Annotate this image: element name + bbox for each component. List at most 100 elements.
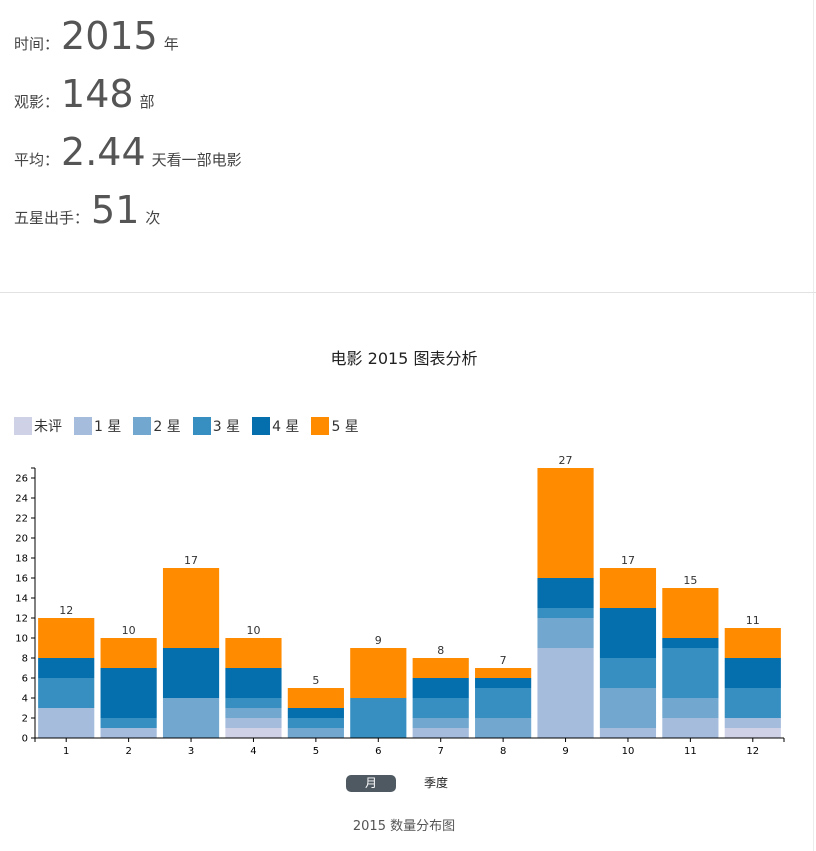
x-tick-label-5: 5: [313, 746, 319, 757]
y-tick-label-18: 18: [15, 554, 28, 565]
legend-swatch-3: [192, 417, 211, 435]
bar-segment-10-1: [599, 728, 657, 738]
stat-five-star-value: 51: [91, 188, 140, 232]
stat-five-star: 五星出手： 51 次: [14, 184, 242, 242]
bar-segment-5-2: [287, 728, 344, 738]
y-tick-label-16: 16: [15, 574, 28, 585]
bar-segment-9-5: [537, 468, 594, 578]
stat-time-label: 时间：: [14, 35, 60, 53]
bar-segment-12-3: [724, 688, 781, 718]
legend-swatch-1: [74, 417, 92, 435]
x-tick-label-4: 4: [250, 746, 256, 757]
y-tick-label-26: 26: [15, 474, 28, 485]
legend-swatch-0: [14, 417, 32, 435]
legend-item-1[interactable]: 1 星: [74, 416, 121, 436]
bar-segment-9-4: [537, 578, 594, 608]
y-tick-label-6: 6: [22, 674, 28, 685]
stat-time-unit: 年: [163, 35, 179, 53]
x-tick-label-7: 7: [438, 746, 444, 757]
chart-title: 电影 2015 图表分析: [330, 349, 478, 368]
bar-total-label-5: 5: [312, 674, 319, 687]
legend-item-3[interactable]: 3 星: [192, 416, 241, 436]
bar-segment-2-1: [100, 728, 157, 738]
legend-label-3: 3 星: [212, 419, 241, 435]
stat-five-star-unit: 次: [145, 209, 161, 227]
stat-time-value: 2015: [61, 14, 158, 58]
bar-total-label-4: 10: [246, 624, 260, 637]
legend-swatch-4: [252, 417, 271, 435]
bar-segment-6-5: [350, 648, 407, 698]
y-tick-label-24: 24: [15, 494, 28, 505]
bar-segment-6-3: [350, 698, 407, 738]
tab-month[interactable]: 月: [346, 775, 396, 792]
bar-total-label-3: 17: [184, 554, 198, 567]
bar-segment-11-2: [662, 698, 719, 718]
stat-watched-label: 观影：: [14, 93, 60, 111]
legend-label-2: 2 星: [153, 419, 181, 435]
stat-time: 时间： 2015 年: [14, 10, 242, 68]
bar-total-label-12: 11: [746, 614, 760, 627]
bar-segment-8-5: [475, 668, 532, 678]
bar-segment-8-4: [475, 678, 532, 688]
stat-watched: 观影： 148 部: [14, 68, 242, 126]
bar-segment-4-3: [225, 698, 282, 708]
bar-segment-12-5: [724, 628, 781, 658]
x-tick-label-10: 10: [622, 746, 635, 757]
bar-segment-10-2: [599, 688, 657, 728]
legend-item-2[interactable]: 2 星: [133, 416, 181, 436]
bar-segment-8-3: [475, 688, 532, 718]
stat-average-label: 平均：: [14, 151, 60, 169]
legend-label-4: 4 星: [272, 419, 300, 435]
stat-average: 平均： 2.44 天看一部电影: [14, 126, 242, 184]
y-tick-label-10: 10: [15, 634, 28, 645]
section-divider: [0, 292, 816, 293]
bar-segment-7-2: [412, 718, 469, 728]
stat-watched-value: 148: [61, 72, 134, 116]
stat-average-value: 2.44: [61, 130, 146, 174]
bar-segment-2-4: [100, 668, 157, 718]
period-tabs: 月 季度: [346, 775, 461, 792]
chart-legend: 未评 1 星 2 星 3 星 4 星 5 星: [14, 416, 371, 436]
x-tick-label-12: 12: [746, 746, 759, 757]
bar-segment-3-5: [162, 568, 220, 648]
bar-segment-2-3: [100, 718, 157, 728]
bar-segment-8-2: [475, 718, 532, 738]
bar-segment-10-4: [599, 608, 657, 658]
bar-segment-10-3: [599, 658, 657, 688]
bar-total-label-6: 9: [375, 634, 382, 647]
stats-panel: 时间： 2015 年 观影： 148 部 平均： 2.44 天看一部电影 五星出…: [14, 10, 242, 242]
bar-total-label-10: 17: [621, 554, 635, 567]
bar-segment-7-5: [412, 658, 469, 678]
y-tick-label-12: 12: [15, 614, 28, 625]
x-tick-label-11: 11: [684, 746, 697, 757]
x-tick-label-1: 1: [63, 746, 69, 757]
bar-segment-5-5: [287, 688, 344, 708]
bar-segment-9-2: [537, 618, 594, 648]
y-tick-label-22: 22: [15, 514, 28, 525]
bar-segment-1-3: [38, 678, 95, 708]
page-edge: [813, 0, 814, 851]
legend-item-4[interactable]: 4 星: [252, 416, 299, 436]
bar-total-label-11: 15: [683, 574, 697, 587]
bar-segment-12-1: [724, 718, 781, 728]
y-tick-label-0: 0: [22, 734, 28, 745]
stacked-bar-chart: 1211021731045596877827917101511111202468…: [15, 455, 785, 757]
legend-label-5: 5 星: [331, 419, 359, 435]
legend-item-5[interactable]: 5 星: [311, 416, 359, 436]
stat-average-unit: 天看一部电影: [151, 151, 242, 169]
legend-item-0[interactable]: 未评: [14, 416, 62, 436]
bar-total-label-2: 10: [122, 624, 136, 637]
bar-segment-7-4: [412, 678, 469, 698]
bar-segment-9-1: [537, 648, 594, 738]
bar-segment-4-4: [225, 668, 282, 698]
bar-segment-1-1: [38, 708, 95, 738]
bar-segment-5-4: [287, 708, 344, 718]
bar-segment-1-5: [38, 618, 95, 658]
bar-total-label-1: 12: [59, 604, 73, 617]
bar-segment-10-5: [599, 568, 657, 608]
bar-segment-4-2: [225, 708, 282, 718]
y-tick-label-4: 4: [22, 694, 28, 705]
bar-segment-11-4: [662, 638, 719, 648]
tab-quarter[interactable]: 季度: [423, 776, 448, 790]
bar-segment-12-4: [724, 658, 781, 688]
